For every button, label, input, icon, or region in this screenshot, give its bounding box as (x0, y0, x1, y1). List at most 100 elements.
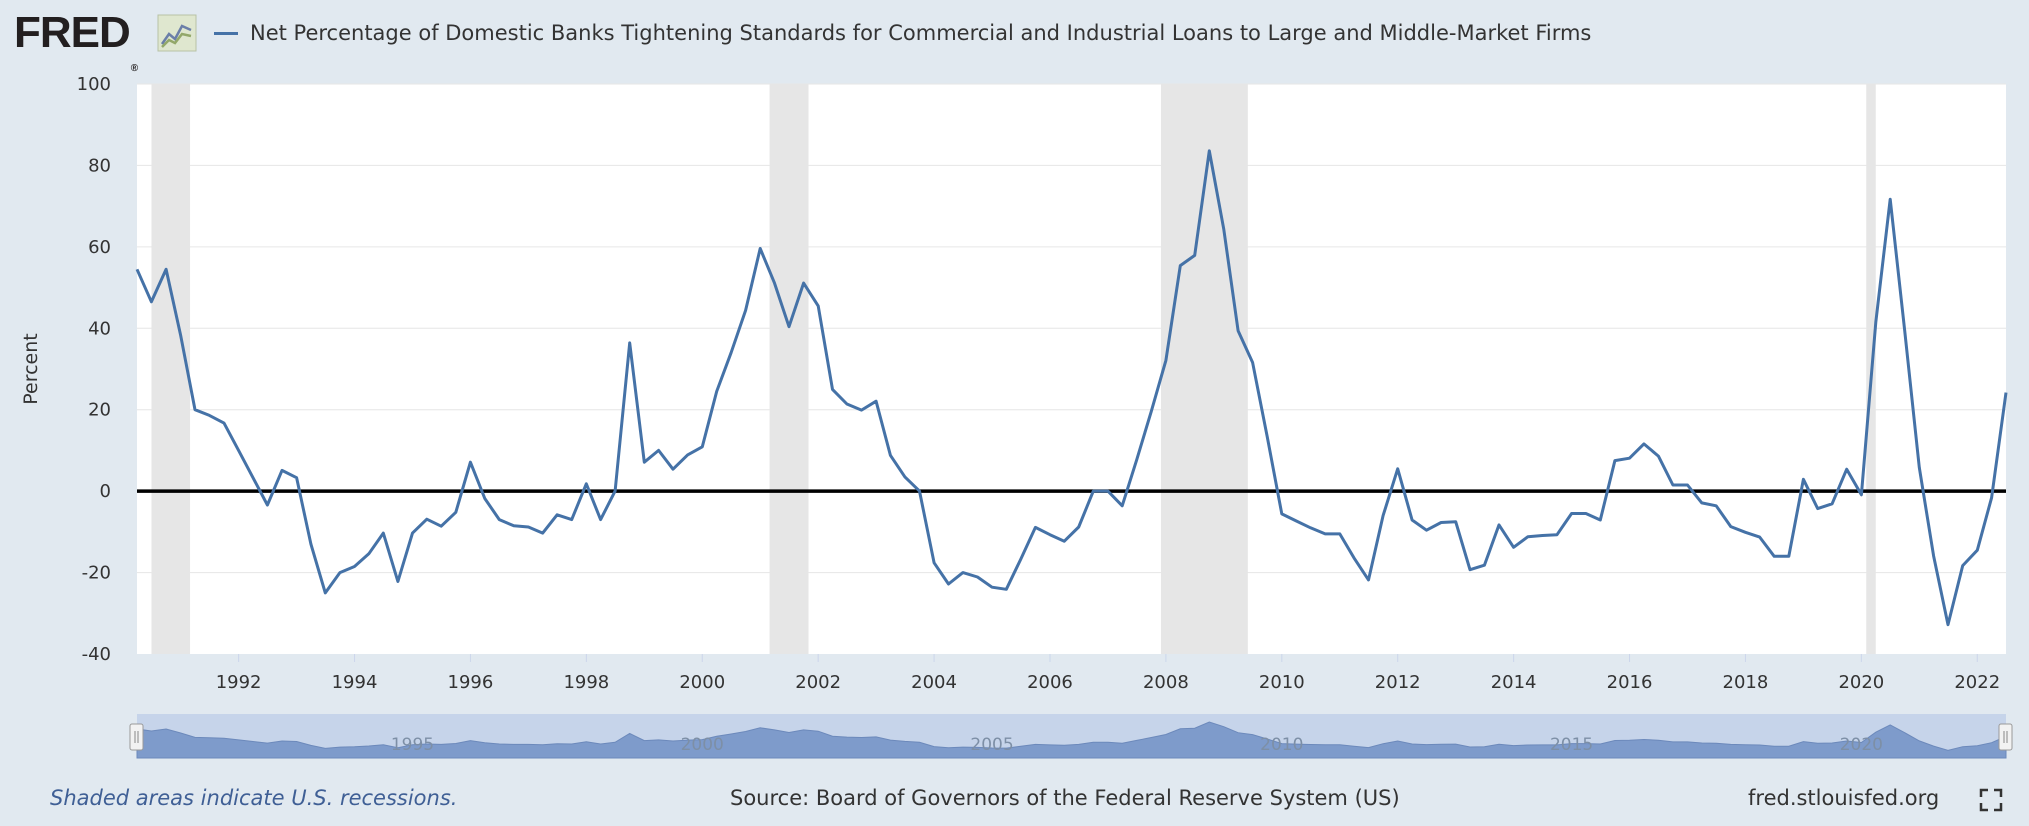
data-point (1556, 533, 1559, 536)
data-point (281, 469, 284, 472)
y-tick-label: 60 (88, 237, 111, 258)
data-point (1802, 478, 1805, 481)
chart-header: FRED ® Net Percentage of Domestic Banks T… (0, 0, 2029, 74)
data-point (1092, 490, 1095, 493)
data-point (1584, 512, 1587, 515)
fred-logo[interactable]: FRED ® (14, 8, 138, 74)
data-point (1541, 534, 1544, 537)
data-point (1164, 359, 1167, 362)
y-tick-label: 100 (77, 74, 111, 95)
navigator[interactable]: 1995 2000 2005 2010 2015 2020 (129, 714, 2013, 759)
data-point (396, 580, 399, 583)
registered-mark: ® (130, 63, 138, 74)
y-axis-label: Percent (20, 333, 42, 405)
navigator-label: 2020 (1840, 735, 1883, 755)
data-point (817, 304, 820, 307)
data-point (541, 532, 544, 535)
data-point (1454, 520, 1457, 523)
site-link[interactable]: fred.stlouisfed.org (1748, 786, 1940, 810)
x-tick-label: 1998 (563, 672, 609, 693)
data-point (1179, 264, 1182, 267)
data-point (1889, 198, 1892, 201)
x-tick-label: 2018 (1723, 672, 1769, 693)
data-point (1874, 321, 1877, 324)
data-point (223, 422, 226, 425)
data-point (860, 409, 863, 412)
x-axis: 1992 1994 1996 1998 2000 2002 2004 2006 2008 2010… (216, 654, 2000, 693)
data-point (165, 268, 168, 271)
data-point (1787, 555, 1790, 558)
data-point (136, 268, 139, 271)
data-point (1773, 555, 1776, 558)
x-tick-label: 2022 (1954, 672, 2000, 693)
data-point (976, 576, 979, 579)
data-point (469, 461, 472, 464)
data-point (947, 583, 950, 586)
data-point (208, 414, 211, 417)
x-tick-label: 2000 (679, 672, 725, 693)
data-point (1628, 457, 1631, 460)
data-point (382, 532, 385, 535)
data-point (903, 475, 906, 478)
x-tick-label: 2020 (1838, 672, 1884, 693)
data-point (1266, 435, 1269, 438)
data-point (1758, 536, 1761, 539)
data-point (918, 490, 921, 493)
x-tick-label: 2008 (1143, 672, 1189, 693)
y-tick-label: 20 (88, 400, 111, 421)
data-point (1353, 556, 1356, 559)
x-tick-label: 1996 (448, 672, 494, 693)
fullscreen-icon[interactable] (1979, 788, 2003, 812)
navigator-right-handle[interactable] (1998, 723, 2013, 751)
data-point (1411, 519, 1414, 522)
data-point (1309, 526, 1312, 529)
data-point (440, 525, 443, 528)
data-point (628, 341, 631, 344)
data-point (657, 449, 660, 452)
chart-legend[interactable]: Net Percentage of Domestic Banks Tighten… (214, 18, 1591, 48)
data-point (1237, 329, 1240, 332)
data-point (715, 390, 718, 393)
data-point (802, 282, 805, 285)
legend-line-swatch (214, 31, 238, 35)
plot-background (137, 84, 2006, 654)
data-point (338, 571, 341, 574)
data-point (730, 351, 733, 354)
y-tick-label: 80 (88, 155, 111, 176)
data-point (933, 561, 936, 564)
data-point (1686, 484, 1689, 487)
data-point (1106, 490, 1109, 493)
data-point (991, 586, 994, 589)
data-point (1396, 467, 1399, 470)
x-tick-label: 2016 (1607, 672, 1653, 693)
data-point (1222, 228, 1225, 231)
series-line (135, 149, 2008, 627)
navigator-series-area (136, 721, 2007, 759)
data-point (1077, 526, 1080, 529)
data-point (889, 454, 892, 457)
navigator-left-handle[interactable] (129, 723, 144, 751)
data-point (512, 524, 515, 527)
data-point (194, 408, 197, 411)
x-tick-label: 2014 (1491, 672, 1537, 693)
data-point (585, 482, 588, 485)
navigator-label: 1995 (391, 735, 434, 755)
data-point (150, 300, 153, 303)
data-point (353, 565, 356, 568)
data-point (411, 532, 414, 535)
data-point (1729, 525, 1732, 528)
data-point (1961, 564, 1964, 567)
y-tick-label: 0 (100, 481, 111, 502)
data-point (1295, 519, 1298, 522)
navigator-label: 2015 (1550, 735, 1593, 755)
data-point (672, 468, 675, 471)
data-point (1657, 455, 1660, 458)
data-point (1744, 531, 1747, 534)
data-point (1512, 546, 1515, 549)
data-point (1845, 468, 1848, 471)
data-point (570, 518, 573, 521)
data-point (788, 325, 791, 328)
x-tick-label: 1994 (332, 672, 378, 693)
x-tick-label: 2012 (1375, 672, 1421, 693)
